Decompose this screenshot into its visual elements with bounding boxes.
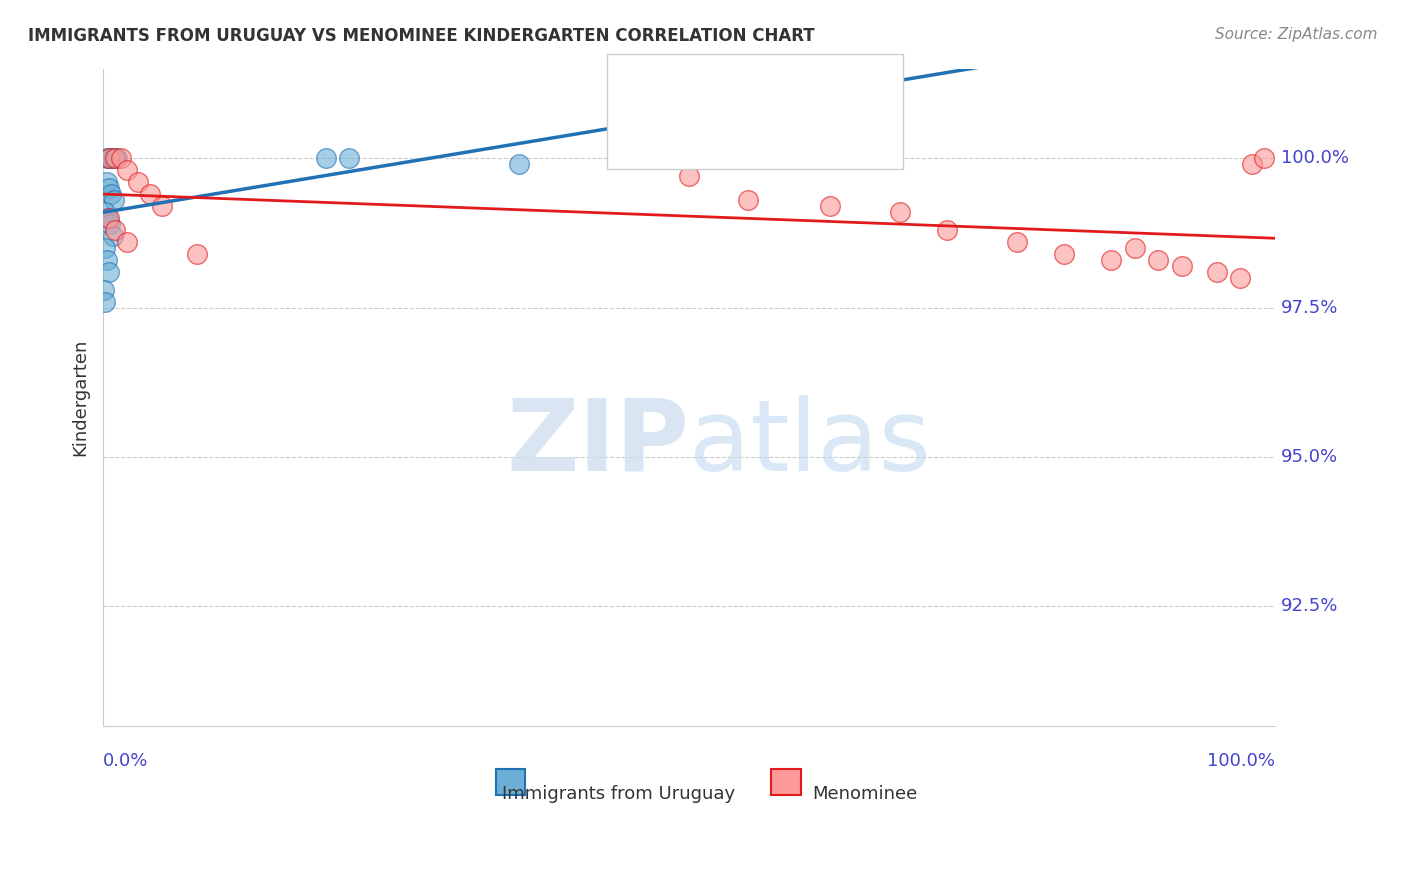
Point [94,205,117,219]
Point [98,211,121,225]
Text: Immigrants from Uruguay: Immigrants from Uruguay [502,785,735,803]
Text: 0.0%: 0.0% [103,752,149,770]
Text: Source: ZipAtlas.com: Source: ZipAtlas.com [1215,27,1378,42]
Point [150,199,173,213]
Point [1099,252,1122,267]
Point [936,223,959,237]
Text: R =: R = [664,63,706,83]
Text: 100.0%: 100.0% [1281,149,1350,167]
Point [101,228,124,243]
Y-axis label: Kindergarten: Kindergarten [72,338,89,456]
Point [98,181,121,195]
Point [96,175,118,189]
Text: 97.5%: 97.5% [1281,299,1339,317]
Point [186,246,208,260]
Point [100,151,122,165]
Point [100,186,122,201]
Point [139,186,162,201]
Text: Menominee: Menominee [813,785,918,803]
Point [1123,241,1146,255]
Text: N =: N = [755,126,811,145]
Text: 92.5%: 92.5% [1281,598,1339,615]
Point [98,151,121,165]
Point [1053,246,1076,260]
Point [96,252,118,267]
Point [678,169,700,183]
Point [104,223,127,237]
Text: atlas: atlas [689,394,931,491]
Point [115,163,138,178]
FancyBboxPatch shape [496,769,524,795]
Point [94,294,117,309]
Text: IMMIGRANTS FROM URUGUAY VS MENOMINEE KINDERGARTEN CORRELATION CHART: IMMIGRANTS FROM URUGUAY VS MENOMINEE KIN… [28,27,814,45]
Point [105,151,128,165]
Point [1253,151,1275,165]
Point [103,151,125,165]
Text: 0.102: 0.102 [699,126,761,145]
Point [93,283,115,297]
Point [98,265,121,279]
Point [103,193,125,207]
Text: 26: 26 [807,126,834,145]
Point [1240,157,1263,171]
FancyBboxPatch shape [772,769,800,795]
Text: 18: 18 [807,63,834,83]
Point [97,211,120,225]
Text: 0.561: 0.561 [699,63,761,83]
Point [115,235,138,249]
Point [889,205,911,219]
Point [315,151,337,165]
Point [737,193,759,207]
Point [96,151,118,165]
Point [1205,265,1227,279]
Point [98,217,121,231]
Point [1007,235,1029,249]
Text: N =: N = [755,63,811,83]
Point [127,175,149,189]
Point [1147,252,1170,267]
Point [98,151,121,165]
Text: R =: R = [664,126,706,145]
Point [1229,270,1251,285]
Point [818,199,841,213]
Text: 100.0%: 100.0% [1208,752,1275,770]
Text: 95.0%: 95.0% [1281,448,1339,466]
Point [110,151,132,165]
Text: ZIP: ZIP [506,394,689,491]
Point [337,151,360,165]
Point [508,157,530,171]
Point [1170,259,1192,273]
Point [104,151,127,165]
Point [94,241,117,255]
